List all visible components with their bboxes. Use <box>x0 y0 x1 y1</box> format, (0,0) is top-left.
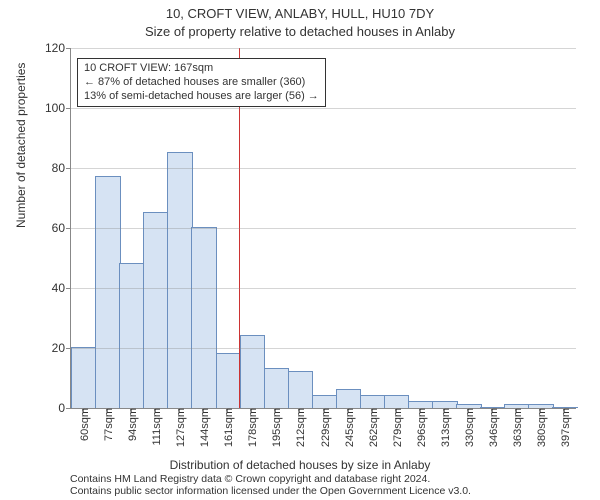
histogram-bar <box>336 389 362 408</box>
histogram-bar <box>432 401 458 408</box>
y-tick-label: 20 <box>52 341 71 355</box>
annotation-line-1: 10 CROFT VIEW: 167sqm <box>84 62 319 76</box>
x-tick-label: 111sqm <box>147 408 163 446</box>
x-tick-label: 296sqm <box>412 408 428 447</box>
y-tick-label: 40 <box>52 281 71 295</box>
histogram-bar <box>95 176 121 408</box>
chart-title: 10, CROFT VIEW, ANLABY, HULL, HU10 7DY <box>0 6 600 21</box>
caption-line-2: Contains public sector information licen… <box>70 485 471 498</box>
y-tick-label: 0 <box>58 401 71 415</box>
y-axis-label: Number of detached properties <box>14 63 28 228</box>
histogram-bar <box>143 212 169 408</box>
chart-subtitle: Size of property relative to detached ho… <box>0 24 600 39</box>
histogram-bar <box>384 395 410 408</box>
histogram-bar <box>191 227 217 408</box>
y-tick-label: 60 <box>52 221 71 235</box>
x-tick-label: 330sqm <box>460 408 476 447</box>
annotation-line-3: 13% of semi-detached houses are larger (… <box>84 90 319 104</box>
annotation-line-2: ← 87% of detached houses are smaller (36… <box>84 76 319 90</box>
histogram-bar <box>240 335 266 408</box>
x-tick-label: 262sqm <box>364 408 380 447</box>
histogram-bar <box>71 347 97 408</box>
histogram-bar <box>312 395 338 408</box>
histogram-bar <box>288 371 314 408</box>
y-tick-label: 80 <box>52 161 71 175</box>
annotation-box: 10 CROFT VIEW: 167sqm ← 87% of detached … <box>77 58 326 107</box>
x-tick-label: 313sqm <box>436 408 452 447</box>
x-tick-label: 380sqm <box>532 408 548 447</box>
x-tick-label: 212sqm <box>291 408 307 447</box>
x-tick-label: 144sqm <box>195 408 211 447</box>
x-tick-label: 279sqm <box>388 408 404 447</box>
x-tick-label: 178sqm <box>243 408 259 447</box>
plot-area: 10 CROFT VIEW: 167sqm ← 87% of detached … <box>70 48 576 409</box>
x-tick-label: 94sqm <box>123 408 139 441</box>
histogram-bar <box>264 368 290 408</box>
histogram-bar <box>408 401 434 408</box>
x-tick-label: 77sqm <box>99 408 115 441</box>
histogram-bar <box>119 263 145 408</box>
histogram-bar <box>167 152 193 408</box>
histogram-bar <box>216 353 242 408</box>
y-tick-label: 120 <box>45 41 71 55</box>
x-axis-label: Distribution of detached houses by size … <box>0 458 600 472</box>
caption: Contains HM Land Registry data © Crown c… <box>70 473 471 498</box>
x-tick-label: 195sqm <box>267 408 283 447</box>
x-tick-label: 161sqm <box>219 408 235 447</box>
x-tick-label: 229sqm <box>316 408 332 447</box>
x-tick-label: 397sqm <box>556 408 572 447</box>
y-tick-label: 100 <box>45 101 71 115</box>
histogram-bar <box>360 395 386 408</box>
x-tick-label: 60sqm <box>75 408 91 441</box>
caption-line-1: Contains HM Land Registry data © Crown c… <box>70 473 471 486</box>
x-tick-label: 245sqm <box>340 408 356 447</box>
x-tick-label: 127sqm <box>171 408 187 447</box>
property-size-chart: 10, CROFT VIEW, ANLABY, HULL, HU10 7DY S… <box>0 0 600 500</box>
x-tick-label: 363sqm <box>508 408 524 447</box>
x-tick-label: 346sqm <box>484 408 500 447</box>
